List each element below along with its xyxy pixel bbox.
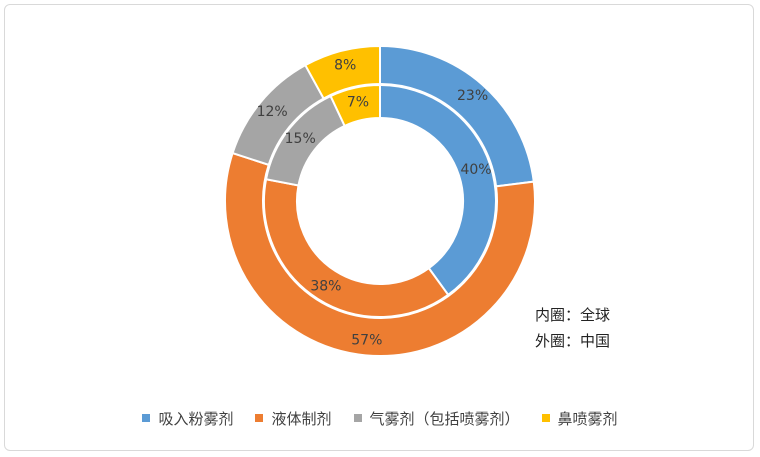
inner-label-inhalation-powder: 40% [460, 162, 491, 178]
inner-label-aerosol: 15% [285, 131, 316, 147]
outer-ring-note: 外圈：中国 [535, 332, 611, 350]
outer-slice-liquid [224, 151, 536, 357]
legend-swatch-nasal-spray [541, 414, 550, 422]
legend-item-liquid: 液体制剂 [255, 408, 332, 429]
legend-label-nasal-spray: 鼻喷雾剂 [557, 409, 618, 428]
legend-label-liquid: 液体制剂 [271, 409, 332, 428]
legend-swatch-liquid [255, 414, 264, 422]
outer-label-inhalation-powder: 23% [457, 88, 488, 104]
legend: 吸入粉雾剂 液体制剂 气雾剂（包括喷雾剂） 鼻喷雾剂 [0, 406, 760, 430]
inner-slice-nasal-spray [329, 83, 381, 128]
legend-label-aerosol: 气雾剂（包括喷雾剂） [369, 409, 520, 428]
legend-label-inhalation-powder: 吸入粉雾剂 [158, 409, 234, 428]
outer-slice-nasal-spray [303, 44, 381, 100]
outer-label-liquid: 57% [351, 332, 382, 348]
legend-swatch-inhalation-powder [142, 414, 151, 422]
outer-label-aerosol: 12% [257, 104, 288, 120]
outer-label-nasal-spray: 8% [334, 57, 356, 73]
inner-label-nasal-spray: 7% [347, 94, 369, 110]
legend-item-inhalation-powder: 吸入粉雾剂 [142, 408, 233, 429]
inner-label-liquid: 38% [310, 278, 341, 294]
legend-swatch-aerosol [353, 414, 362, 422]
legend-item-nasal-spray: 鼻喷雾剂 [541, 408, 618, 429]
legend-item-aerosol: 气雾剂（包括喷雾剂） [353, 408, 520, 429]
inner-ring-note: 内圈：全球 [535, 306, 611, 324]
inner-slice-inhalation-powder [379, 83, 497, 297]
